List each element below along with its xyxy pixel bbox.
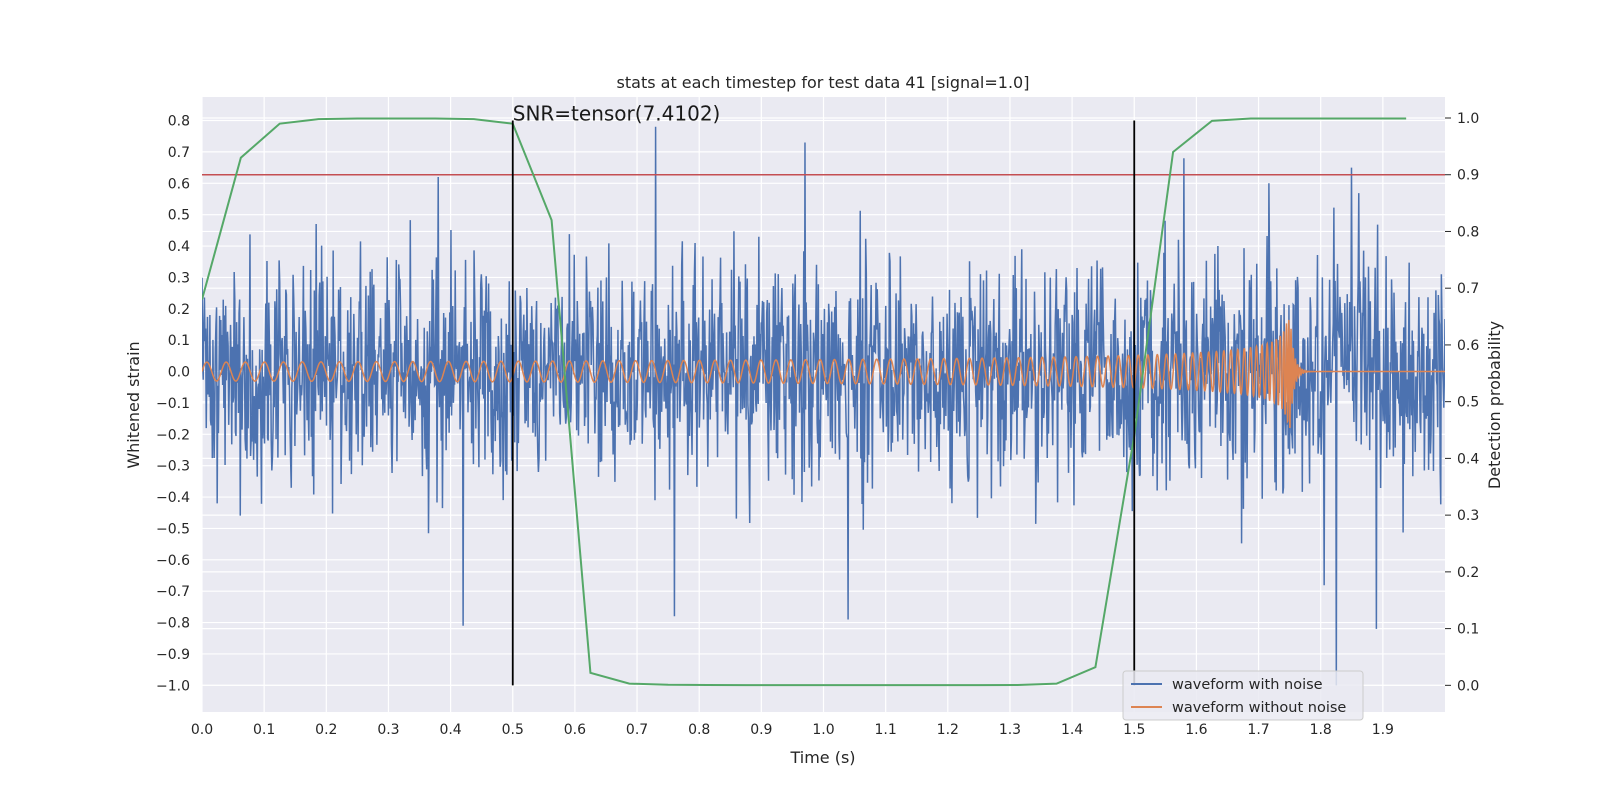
y-tick-label: −0.3 (156, 459, 190, 475)
series-waveform-with-noise (202, 126, 1445, 686)
y-tick-label: −0.6 (156, 553, 190, 569)
x-tick-label: 0.7 (626, 722, 648, 738)
series-waveform-without-noise (202, 319, 1445, 429)
y2-tick-label: 1.0 (1457, 111, 1479, 127)
series-detection-probability (202, 117, 1407, 687)
x-tick-label: 0.0 (191, 722, 213, 738)
legend-label-noise: waveform with noise (1172, 677, 1323, 693)
y-tick-label: 0.7 (168, 145, 190, 161)
x-axis-label: Time (s) (789, 748, 855, 767)
chart-title: stats at each timestep for test data 41 … (617, 73, 1030, 92)
y-tick-label: 0.5 (168, 208, 190, 224)
x-tick-label: 0.5 (502, 722, 524, 738)
y2-ticks: 1.0 0.9 0.8 0.7 0.6 0.5 0.4 0.3 0.2 0.1 0.0 (1445, 111, 1479, 694)
x-tick-label: 0.4 (439, 722, 461, 738)
y-axis-label: Whitened strain (124, 341, 143, 468)
x-tick-label: 1.8 (1310, 722, 1332, 738)
y2-tick-label: 0.2 (1457, 565, 1479, 581)
x-tick-label: 1.0 (812, 722, 834, 738)
y-tick-label: −0.9 (156, 647, 190, 663)
x-tick-label: 1.6 (1185, 722, 1207, 738)
x-tick-label: 1.2 (937, 722, 959, 738)
legend-box (1122, 670, 1364, 721)
y2-tick-label: 0.6 (1457, 338, 1479, 354)
x-tick-label: 1.5 (1123, 722, 1145, 738)
y2-axis-label: Detection probability (1485, 321, 1504, 489)
y2-tick-label: 0.8 (1457, 224, 1479, 240)
x-tick-label: 0.6 (564, 722, 586, 738)
y-tick-label: −1.0 (156, 678, 190, 694)
x-tick-label: 0.3 (377, 722, 399, 738)
y2-tick-label: 0.5 (1457, 395, 1479, 411)
x-ticks: 0.0 0.1 0.2 0.3 0.4 0.5 0.6 0.7 0.8 0.9 1.0 1.1 1.2 1… (191, 722, 1394, 738)
series-layer (202, 117, 1445, 687)
y-tick-label: 0.3 (168, 270, 190, 286)
x-tick-label: 1.1 (875, 722, 897, 738)
legend: waveform with noise waveform without noi… (1122, 670, 1364, 721)
y-tick-label: 0.6 (168, 176, 190, 192)
y-tick-label: 0.1 (168, 333, 190, 349)
y-tick-label: 0.8 (168, 114, 190, 130)
x-tick-label: 0.2 (315, 722, 337, 738)
y-tick-label: −0.1 (156, 396, 190, 412)
y-tick-label: 0.0 (168, 365, 190, 381)
y2-tick-label: 0.1 (1457, 622, 1479, 638)
x-tick-label: 0.1 (253, 722, 275, 738)
y-tick-label: −0.7 (156, 584, 190, 600)
snr-annotation: SNR=tensor(7.4102) (513, 102, 721, 126)
y2-tick-label: 0.7 (1457, 281, 1479, 297)
x-tick-label: 0.8 (688, 722, 710, 738)
x-tick-label: 1.4 (1061, 722, 1083, 738)
y-ticks: 0.8 0.7 0.6 0.5 0.4 0.3 0.2 0.1 0.0 −0.1 −0.2 −0.3 −… (156, 114, 190, 695)
x-tick-label: 1.3 (999, 722, 1021, 738)
y2-tick-label: 0.0 (1457, 678, 1479, 694)
y-tick-label: 0.4 (168, 239, 190, 255)
y-tick-label: −0.4 (156, 490, 190, 506)
y2-tick-label: 0.9 (1457, 168, 1479, 184)
y-tick-label: 0.2 (168, 302, 190, 318)
y-tick-label: −0.5 (156, 521, 190, 537)
x-tick-label: 0.9 (750, 722, 772, 738)
x-tick-label: 1.9 (1372, 722, 1394, 738)
y-tick-label: −0.2 (156, 427, 190, 443)
x-tick-label: 1.7 (1247, 722, 1269, 738)
y-tick-label: −0.8 (156, 616, 190, 632)
y2-tick-label: 0.4 (1457, 451, 1479, 467)
legend-label-clean: waveform without noise (1172, 700, 1346, 716)
y2-tick-label: 0.3 (1457, 508, 1479, 524)
